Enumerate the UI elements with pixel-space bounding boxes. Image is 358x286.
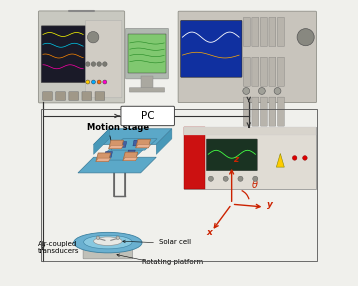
Polygon shape [96,158,111,162]
FancyBboxPatch shape [121,106,174,126]
FancyBboxPatch shape [184,127,205,189]
FancyBboxPatch shape [243,137,250,166]
Circle shape [253,176,258,181]
Circle shape [208,176,213,181]
FancyBboxPatch shape [269,17,276,46]
Text: Air-coupled
transducers: Air-coupled transducers [38,241,79,254]
Circle shape [103,80,107,84]
Text: y: y [267,200,273,209]
Polygon shape [109,140,124,149]
Text: PC: PC [141,111,155,121]
Text: Rotating platform: Rotating platform [142,259,203,265]
FancyBboxPatch shape [261,17,267,46]
Circle shape [223,176,228,181]
Polygon shape [78,157,156,173]
Polygon shape [118,142,127,147]
FancyBboxPatch shape [83,249,132,259]
Polygon shape [93,129,109,154]
Circle shape [297,29,314,46]
Polygon shape [276,154,284,167]
FancyBboxPatch shape [69,92,78,100]
Circle shape [274,88,281,94]
Circle shape [86,62,90,66]
Circle shape [97,80,101,84]
FancyBboxPatch shape [38,11,125,103]
Circle shape [243,88,250,94]
Ellipse shape [93,237,122,245]
FancyBboxPatch shape [261,97,267,126]
FancyBboxPatch shape [82,92,92,100]
Polygon shape [98,149,144,160]
FancyBboxPatch shape [95,92,105,100]
Polygon shape [156,129,172,154]
FancyBboxPatch shape [181,21,242,77]
Circle shape [97,62,101,66]
FancyBboxPatch shape [56,92,66,100]
FancyBboxPatch shape [261,57,267,86]
Text: z: z [233,155,239,164]
FancyBboxPatch shape [43,92,52,100]
FancyBboxPatch shape [261,137,267,166]
Polygon shape [111,139,157,150]
Polygon shape [133,140,141,146]
FancyBboxPatch shape [184,127,316,135]
Circle shape [116,236,120,239]
FancyBboxPatch shape [269,57,276,86]
FancyBboxPatch shape [178,11,316,103]
Circle shape [96,236,100,239]
FancyBboxPatch shape [269,137,276,166]
Circle shape [102,62,107,66]
Circle shape [238,176,243,181]
FancyBboxPatch shape [184,127,316,189]
FancyBboxPatch shape [140,76,154,91]
FancyBboxPatch shape [243,97,250,126]
Polygon shape [136,139,150,148]
Text: $\theta$: $\theta$ [251,178,259,190]
Circle shape [86,80,90,84]
Text: Motion stage: Motion stage [87,123,149,132]
Circle shape [91,80,96,84]
Polygon shape [109,145,124,149]
Polygon shape [105,152,112,157]
FancyBboxPatch shape [252,97,259,126]
FancyBboxPatch shape [277,57,284,86]
FancyBboxPatch shape [252,137,259,166]
Ellipse shape [84,235,132,249]
Text: x: x [206,228,212,237]
Text: Solar cell: Solar cell [159,239,191,245]
FancyBboxPatch shape [243,57,250,86]
Circle shape [87,31,99,43]
Ellipse shape [74,232,142,253]
FancyBboxPatch shape [277,137,284,166]
FancyBboxPatch shape [277,97,284,126]
FancyBboxPatch shape [86,21,122,98]
Polygon shape [93,129,172,144]
FancyBboxPatch shape [277,17,284,46]
Polygon shape [123,157,138,161]
FancyBboxPatch shape [41,26,86,83]
FancyBboxPatch shape [269,97,276,126]
FancyBboxPatch shape [243,17,250,46]
Polygon shape [136,144,150,148]
Polygon shape [96,153,111,162]
FancyBboxPatch shape [206,139,257,171]
Circle shape [91,62,96,66]
Circle shape [292,156,297,160]
FancyBboxPatch shape [129,88,165,92]
FancyBboxPatch shape [126,28,169,79]
Circle shape [303,156,307,160]
Polygon shape [123,152,138,161]
FancyBboxPatch shape [128,34,166,73]
FancyBboxPatch shape [252,17,259,46]
Polygon shape [127,150,135,156]
FancyBboxPatch shape [252,57,259,86]
Circle shape [258,88,265,94]
